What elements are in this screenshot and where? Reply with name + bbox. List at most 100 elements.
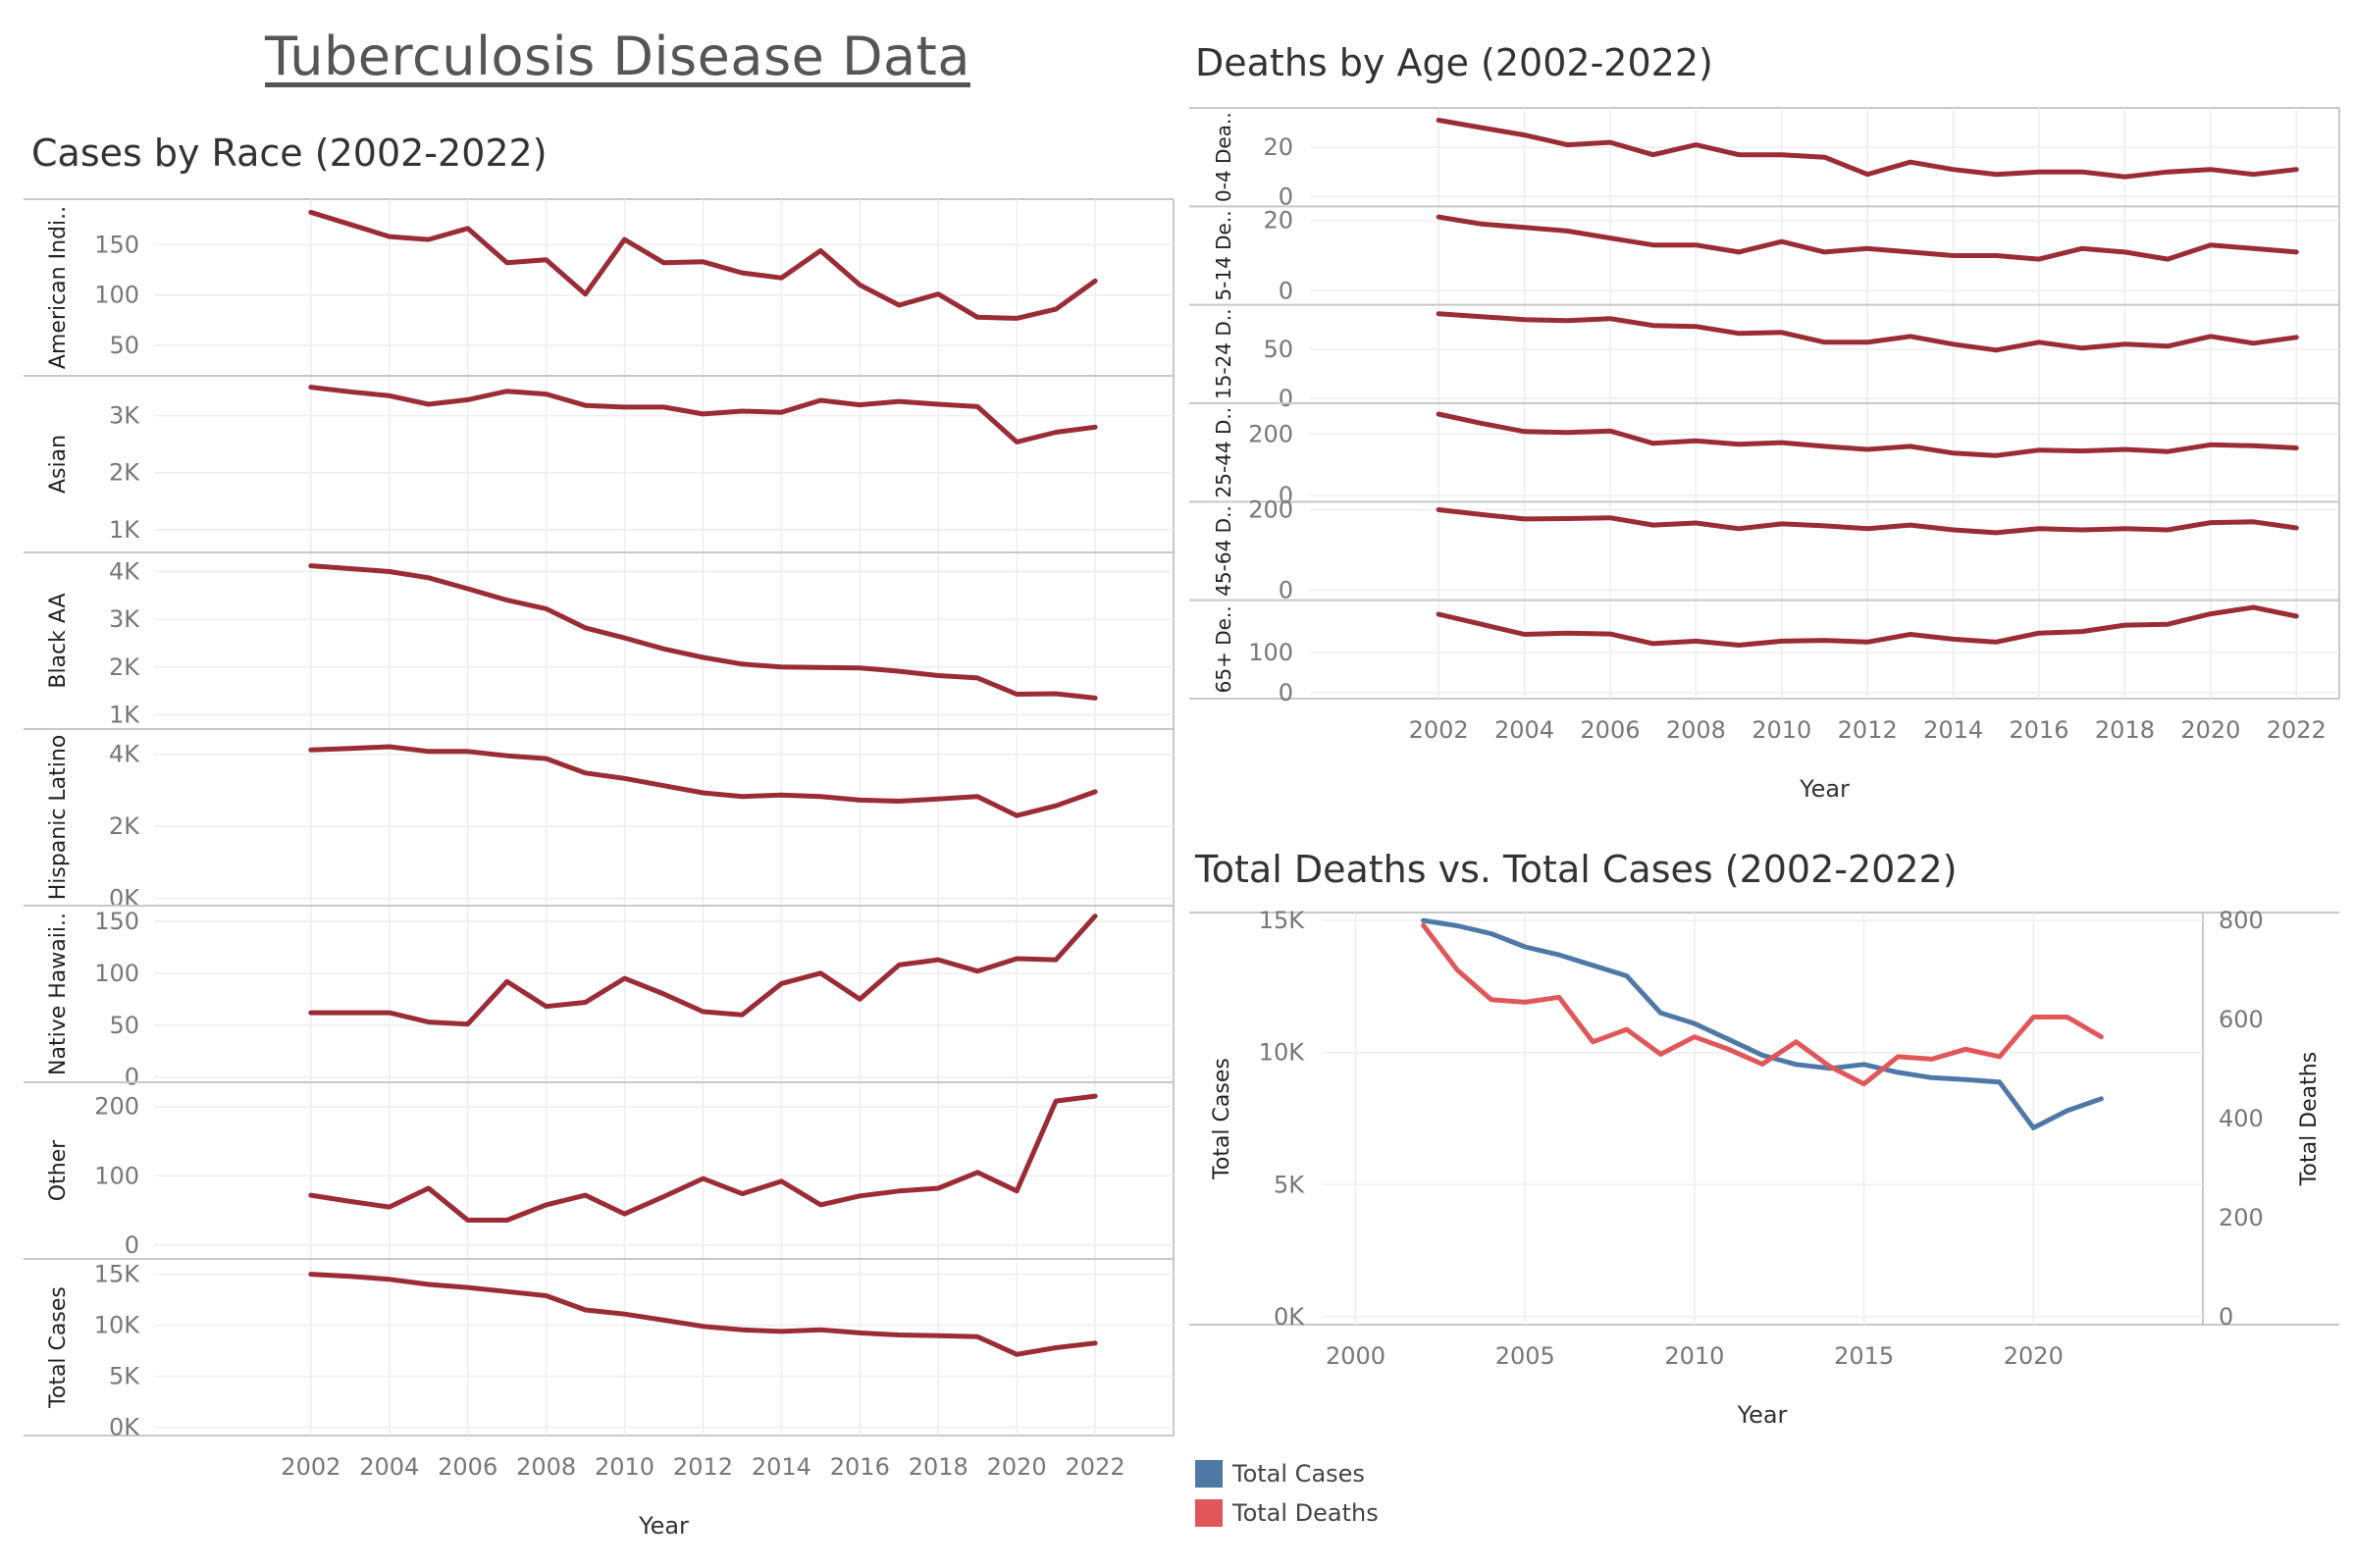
legend-label-deaths: Total Deaths <box>1232 1499 1379 1527</box>
dual-series-total-deaths-line <box>1421 922 2104 1087</box>
race-panel-american-indi-tick-label: 150 <box>94 231 139 258</box>
race-panel-american-indi-line <box>308 209 1098 321</box>
age-panel-45-64-d-tick-label: 0 <box>1279 576 1293 603</box>
race-panel-asian-tick-label: 3K <box>109 402 140 430</box>
dual-left-tick-label: 5K <box>1274 1171 1305 1198</box>
age-x-tick-label: 2016 <box>2010 716 2069 744</box>
race-x-tick-label: 2018 <box>909 1453 968 1481</box>
dual-x-tick-label: 2005 <box>1495 1342 1555 1370</box>
age-panel-65-de-line <box>1436 604 2299 648</box>
race-panel-hispanic-latino-tick-label: 4K <box>109 741 140 768</box>
age-x-tick-label: 2010 <box>1752 716 1811 744</box>
age-x-tick-label: 2012 <box>1838 716 1898 744</box>
age-panel-15-24-d-line <box>1436 311 2299 353</box>
age-panel-65-de-axis-label: 65+ De.. <box>1212 605 1235 693</box>
race-panel-hispanic-latino-tick-label: 0K <box>109 885 140 913</box>
race-panel-other-tick-label: 0 <box>125 1231 139 1259</box>
dual-right-tick-label: 200 <box>2219 1204 2264 1231</box>
race-panel-total-cases-line <box>308 1272 1098 1357</box>
age-panel-15-24-d-axis-label: 15-24 D.. <box>1212 309 1235 400</box>
legend-swatch-deaths <box>1195 1499 1223 1527</box>
race-panel-american-indi-axis-label: American Indi.. <box>46 206 71 369</box>
race-x-tick-label: 2016 <box>830 1453 890 1481</box>
race-panel-american-indi-tick-label: 100 <box>94 282 139 309</box>
race-panel-total-cases-tick-label: 10K <box>94 1312 141 1339</box>
age-x-tick-label: 2004 <box>1494 716 1554 744</box>
race-panel-native-hawaii-axis-label: Native Hawaii.. <box>46 913 71 1075</box>
race-panel-asian-line <box>308 385 1098 444</box>
legend-item-total-cases[interactable]: Total Cases <box>1195 1454 1379 1493</box>
dual-chart-title: Total Deaths vs. Total Cases (2002-2022) <box>1195 848 1958 891</box>
race-panel-total-cases-tick-label: 15K <box>94 1261 141 1288</box>
dual-left-tick-label: 15K <box>1259 907 1306 934</box>
dual-right-tick-label: 800 <box>2219 907 2264 934</box>
race-panel-black-aa-tick-label: 2K <box>109 653 140 681</box>
age-x-tick-label: 2022 <box>2267 716 2327 744</box>
race-x-tick-label: 2002 <box>281 1453 340 1481</box>
race-panel-native-hawaii-tick-label: 100 <box>94 960 139 987</box>
age-panel-0-4-dea-tick-label: 20 <box>1263 133 1293 161</box>
age-panel-5-14-de-tick-label: 20 <box>1263 207 1293 235</box>
dual-series-total-cases-line <box>1421 917 2104 1130</box>
dual-x-tick-label: 2010 <box>1664 1342 1724 1370</box>
race-panel-native-hawaii-tick-label: 150 <box>94 908 139 935</box>
race-panel-other-axis-label: Other <box>46 1139 71 1201</box>
dashboard-title: Tuberculosis Disease Data <box>265 26 970 87</box>
age-panel-45-64-d-tick-label: 200 <box>1248 497 1293 524</box>
race-panel-american-indi-tick-label: 50 <box>109 332 139 359</box>
age-x-axis-title: Year <box>1799 775 1850 803</box>
dual-x-tick-label: 2015 <box>1834 1342 1894 1370</box>
age-panel-25-44-d-axis-label: 25-44 D.. <box>1212 407 1235 498</box>
race-panel-total-cases-axis-label: Total Cases <box>46 1286 71 1409</box>
race-panel-black-aa-tick-label: 1K <box>109 701 140 728</box>
race-panel-native-hawaii-tick-label: 0 <box>125 1064 139 1091</box>
race-panel-hispanic-latino-axis-label: Hispanic Latino <box>46 735 71 901</box>
race-panel-black-aa-tick-label: 3K <box>109 605 140 633</box>
age-x-tick-label: 2014 <box>1923 716 1983 744</box>
race-panel-black-aa-line <box>308 563 1098 701</box>
age-panel-45-64-d-line <box>1436 507 2299 536</box>
race-panel-native-hawaii-tick-label: 50 <box>109 1012 139 1039</box>
age-x-tick-label: 2008 <box>1666 716 1726 744</box>
legend-label-cases: Total Cases <box>1232 1460 1365 1488</box>
age-panel-0-4-dea-tick-label: 0 <box>1279 183 1293 210</box>
dual-right-tick-label: 0 <box>2219 1303 2233 1331</box>
dual-right-tick-label: 600 <box>2219 1006 2264 1033</box>
race-panel-native-hawaii-line <box>308 914 1098 1027</box>
age-panel-15-24-d-tick-label: 50 <box>1263 336 1293 363</box>
race-panel-hispanic-latino-line <box>308 744 1098 818</box>
race-panel-hispanic-latino-tick-label: 2K <box>109 812 140 840</box>
race-x-tick-label: 2020 <box>987 1453 1047 1481</box>
race-panel-black-aa-tick-label: 4K <box>109 557 140 585</box>
race-panel-asian-tick-label: 1K <box>109 516 140 544</box>
age-x-tick-label: 2006 <box>1580 716 1640 744</box>
age-panel-45-64-d-axis-label: 45-64 D.. <box>1212 505 1235 597</box>
legend-item-total-deaths[interactable]: Total Deaths <box>1195 1493 1379 1533</box>
race-x-tick-label: 2010 <box>595 1453 654 1481</box>
race-x-tick-label: 2004 <box>359 1453 419 1481</box>
age-chart-title: Deaths by Age (2002-2022) <box>1195 41 1713 84</box>
race-x-tick-label: 2022 <box>1066 1453 1125 1481</box>
race-chart-title: Cases by Race (2002-2022) <box>31 131 548 175</box>
age-panel-5-14-de-axis-label: 5-14 De.. <box>1212 210 1235 300</box>
race-panel-asian-axis-label: Asian <box>46 435 71 494</box>
dual-x-tick-label: 2020 <box>2004 1342 2064 1370</box>
dual-x-axis-title: Year <box>1737 1401 1788 1429</box>
race-panel-total-cases-tick-label: 5K <box>109 1363 140 1390</box>
age-panel-65-de-tick-label: 0 <box>1279 679 1293 706</box>
race-panel-asian-tick-label: 2K <box>109 459 140 487</box>
age-panel-5-14-de-line <box>1436 214 2299 262</box>
dual-right-tick-label: 400 <box>2219 1105 2264 1132</box>
age-x-tick-label: 2020 <box>2180 716 2240 744</box>
dual-x-tick-label: 2000 <box>1326 1342 1386 1370</box>
legend-swatch-cases <box>1195 1460 1223 1488</box>
dual-left-tick-label: 0K <box>1274 1303 1305 1331</box>
age-panel-0-4-dea-axis-label: 0-4 Dea.. <box>1212 112 1235 202</box>
age-panel-25-44-d-tick-label: 200 <box>1248 420 1293 447</box>
dual-left-axis-title: Total Cases <box>1210 1058 1234 1180</box>
age-panel-0-4-dea-line <box>1436 118 2299 180</box>
age-panel-25-44-d-line <box>1436 411 2299 458</box>
race-panel-other-tick-label: 200 <box>94 1093 139 1121</box>
